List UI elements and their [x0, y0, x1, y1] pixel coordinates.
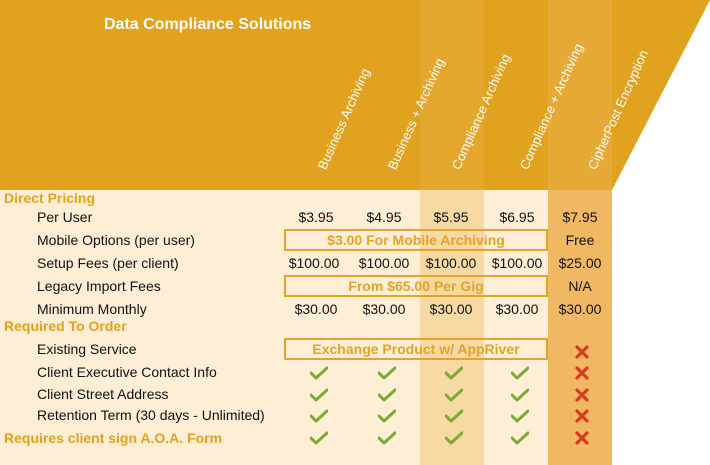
- checkmark-icon: [445, 388, 463, 402]
- cell-per-user-3: $5.95: [433, 209, 469, 225]
- cell-mobile-options-cipherpost: Free: [565, 232, 595, 248]
- cell-minimum-monthly-3: $30.00: [429, 301, 473, 317]
- row-label-mobile-options: Mobile Options (per user): [37, 232, 195, 248]
- checkmark-icon: [310, 431, 328, 445]
- cell-minimum-monthly-2: $30.00: [362, 301, 406, 317]
- checkmark-icon: [310, 409, 328, 423]
- row-label-client-contact: Client Executive Contact Info: [37, 364, 217, 380]
- legacy-import-span: From $65.00 Per Gig: [284, 275, 548, 297]
- section-aoa-form: Requires client sign A.O.A. Form: [4, 430, 223, 446]
- cell-per-user-4: $6.95: [499, 209, 535, 225]
- cell-minimum-monthly-1: $30.00: [294, 301, 338, 317]
- page-title: Data Compliance Solutions: [104, 16, 312, 33]
- row-label-legacy-import: Legacy Import Fees: [37, 278, 161, 294]
- row-label-minimum-monthly: Minimum Monthly: [37, 301, 147, 317]
- cross-icon: [575, 431, 589, 445]
- cell-setup-fees-3: $100.00: [425, 255, 477, 271]
- checkmark-icon: [511, 409, 529, 423]
- checkmark-icon: [445, 366, 463, 380]
- row-label-setup-fees: Setup Fees (per client): [37, 255, 179, 271]
- checkmark-icon: [511, 366, 529, 380]
- cell-minimum-monthly-5: $30.00: [558, 301, 602, 317]
- cell-setup-fees-1: $100.00: [288, 255, 340, 271]
- cell-per-user-2: $4.95: [366, 209, 402, 225]
- cell-setup-fees-4: $100.00: [491, 255, 543, 271]
- cross-icon: [575, 409, 589, 423]
- checkmark-icon: [511, 431, 529, 445]
- cell-legacy-import-cipherpost: N/A: [568, 278, 592, 294]
- section-required-to-order: Required To Order: [4, 318, 127, 334]
- checkmark-icon: [378, 366, 396, 380]
- cell-per-user-1: $3.95: [298, 209, 334, 225]
- checkmark-icon: [445, 409, 463, 423]
- cross-icon: [575, 366, 589, 380]
- checkmark-icon: [378, 431, 396, 445]
- row-label-per-user: Per User: [37, 209, 93, 225]
- row-label-retention-term: Retention Term (30 days - Unlimited): [37, 407, 265, 423]
- row-label-street-address: Client Street Address: [37, 386, 169, 402]
- right-margin: [612, 190, 710, 465]
- cross-icon: [575, 388, 589, 402]
- cell-per-user-5: $7.95: [562, 209, 598, 225]
- cross-icon: [575, 345, 589, 359]
- checkmark-icon: [310, 366, 328, 380]
- existing-service-span: Exchange Product w/ AppRiver: [284, 338, 548, 360]
- section-direct-pricing: Direct Pricing: [4, 190, 96, 206]
- checkmark-icon: [511, 388, 529, 402]
- cell-setup-fees-5: $25.00: [558, 255, 602, 271]
- cell-minimum-monthly-4: $30.00: [495, 301, 539, 317]
- mobile-options-span: $3.00 For Mobile Archiving: [284, 229, 548, 251]
- header-banner: [0, 0, 710, 190]
- checkmark-icon: [378, 409, 396, 423]
- checkmark-icon: [310, 388, 328, 402]
- cell-setup-fees-2: $100.00: [358, 255, 410, 271]
- checkmark-icon: [378, 388, 396, 402]
- checkmark-icon: [445, 431, 463, 445]
- row-label-existing-service: Existing Service: [37, 341, 137, 357]
